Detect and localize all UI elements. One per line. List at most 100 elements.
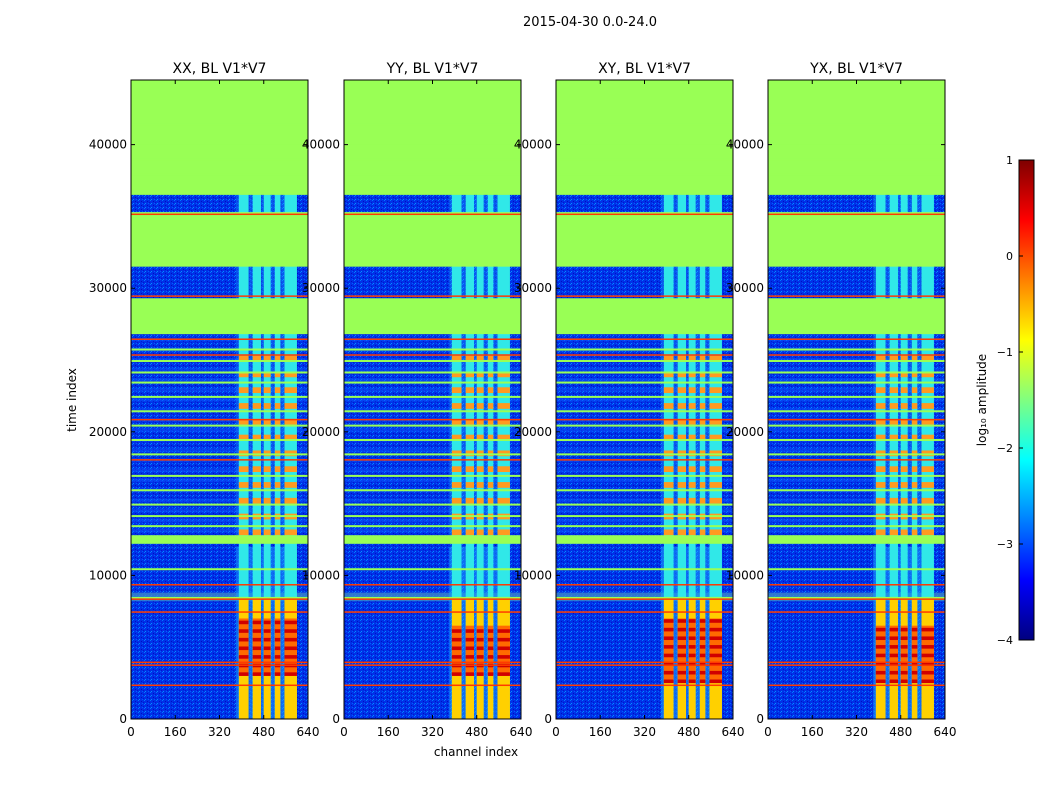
channel-mid-stripe: [497, 482, 510, 488]
channel-hot-stripe: [677, 679, 686, 684]
channel-mid-stripe: [677, 355, 686, 362]
channel-mid-stripe: [238, 403, 249, 409]
channel-hot-stripe: [476, 629, 484, 633]
channel-column: [451, 80, 462, 719]
noise-band: [344, 367, 521, 372]
red-line: [131, 611, 308, 613]
flag-line: [768, 424, 945, 427]
channel-hot-stripe: [709, 619, 722, 623]
channel-mid-stripe: [699, 387, 706, 394]
channel-hot-stripe: [911, 627, 918, 632]
channel-hot-stripe: [451, 637, 462, 642]
channel-mid-stripe: [252, 371, 261, 378]
noise-band: [768, 408, 945, 412]
flag-line: [131, 453, 308, 456]
channel-column: [889, 80, 898, 719]
channel-mid-stripe: [688, 355, 696, 362]
flag-line: [768, 348, 945, 351]
channel-hot-stripe: [875, 645, 886, 649]
red-line: [768, 459, 945, 461]
x-tick-label: 480: [677, 725, 700, 739]
red-line: [768, 598, 945, 600]
channel-mid-stripe: [921, 529, 934, 536]
channel-hot-stripe: [663, 619, 674, 623]
channel-mid-stripe: [677, 403, 686, 409]
red-line: [344, 584, 521, 586]
channel-mid-stripe: [900, 466, 908, 473]
flagged-block: [768, 212, 945, 267]
channel-mid-stripe: [677, 434, 686, 441]
flagged-block: [131, 80, 308, 195]
channel-hot-stripe: [911, 653, 918, 658]
channel-mid-stripe: [476, 497, 484, 504]
x-tick-label: 480: [465, 725, 488, 739]
noise-band: [131, 367, 308, 372]
channel-hot-stripe: [465, 637, 474, 642]
channel-mid-stripe: [274, 387, 281, 394]
x-tick-label: 160: [164, 725, 187, 739]
y-tick-label: 10000: [514, 568, 552, 582]
red-line: [556, 354, 733, 356]
red-line: [344, 338, 521, 340]
channel-hot-stripe: [487, 646, 494, 651]
channel-hot-stripe: [238, 637, 249, 642]
channel-hot-stripe: [274, 629, 281, 633]
flag-line: [131, 438, 308, 441]
channel-mid-stripe: [476, 418, 484, 425]
heatmap-panel: XX, BL V1*V7 0 160 320 480 640: [127, 61, 319, 739]
flag-line: [768, 596, 945, 599]
red-line: [556, 213, 733, 216]
y-axis-label: time index: [65, 368, 79, 432]
red-line: [131, 598, 308, 600]
channel-column: [238, 80, 249, 719]
channel-hot-stripe: [476, 655, 484, 659]
channel-column: [487, 80, 494, 719]
channel-mid-stripe: [709, 403, 722, 409]
flag-line: [131, 410, 308, 413]
noise-band: [131, 388, 308, 392]
y-tick-label: 0: [332, 712, 340, 726]
flag-line: [768, 568, 945, 571]
channel-column: [900, 80, 908, 719]
channel-mid-stripe: [451, 529, 462, 536]
channel-hot-stripe: [688, 636, 696, 641]
noise-band: [556, 592, 733, 602]
channel-mid-stripe: [476, 371, 484, 378]
channel-hot-stripe: [487, 629, 494, 633]
channel-mid-stripe: [451, 371, 462, 378]
y-tick-label: 30000: [726, 281, 764, 295]
channel-hot-stripe: [900, 679, 908, 684]
flag-line: [768, 395, 945, 398]
flag-line: [131, 144, 308, 147]
red-line: [344, 661, 521, 664]
red-line: [556, 295, 733, 297]
red-line: [768, 213, 945, 216]
channel-mid-stripe: [238, 482, 249, 488]
channel-mid-stripe: [709, 355, 722, 362]
channel-mid-stripe: [252, 497, 261, 504]
channel-hot-stripe: [921, 662, 934, 666]
flag-line: [344, 568, 521, 571]
channel-hot-stripe: [709, 662, 722, 666]
channel-mid-stripe: [238, 466, 249, 473]
flag-line: [768, 410, 945, 413]
heatmap-panel: XY, BL V1*V7 0 160 320 480 640: [552, 61, 744, 739]
y-tick-label: 10000: [89, 568, 127, 582]
x-tick-label: 0: [764, 725, 772, 739]
channel-hot-stripe: [900, 645, 908, 649]
noise-band: [768, 377, 945, 382]
channel-hot-block: [663, 618, 674, 684]
noise-band: [344, 398, 521, 402]
flag-line: [556, 348, 733, 351]
channel-mid-stripe: [252, 403, 261, 409]
channel-mid-stripe: [921, 497, 934, 504]
channel-hot-stripe: [284, 655, 297, 659]
channel-column: [688, 80, 696, 719]
heatmap-image: [556, 80, 733, 719]
flag-line: [131, 381, 308, 384]
flag-line: [556, 123, 733, 126]
channel-hot-stripe: [921, 670, 934, 675]
y-tick-label: 30000: [514, 281, 552, 295]
channel-hot-block: [699, 618, 706, 684]
channel-hot-stripe: [875, 653, 886, 658]
